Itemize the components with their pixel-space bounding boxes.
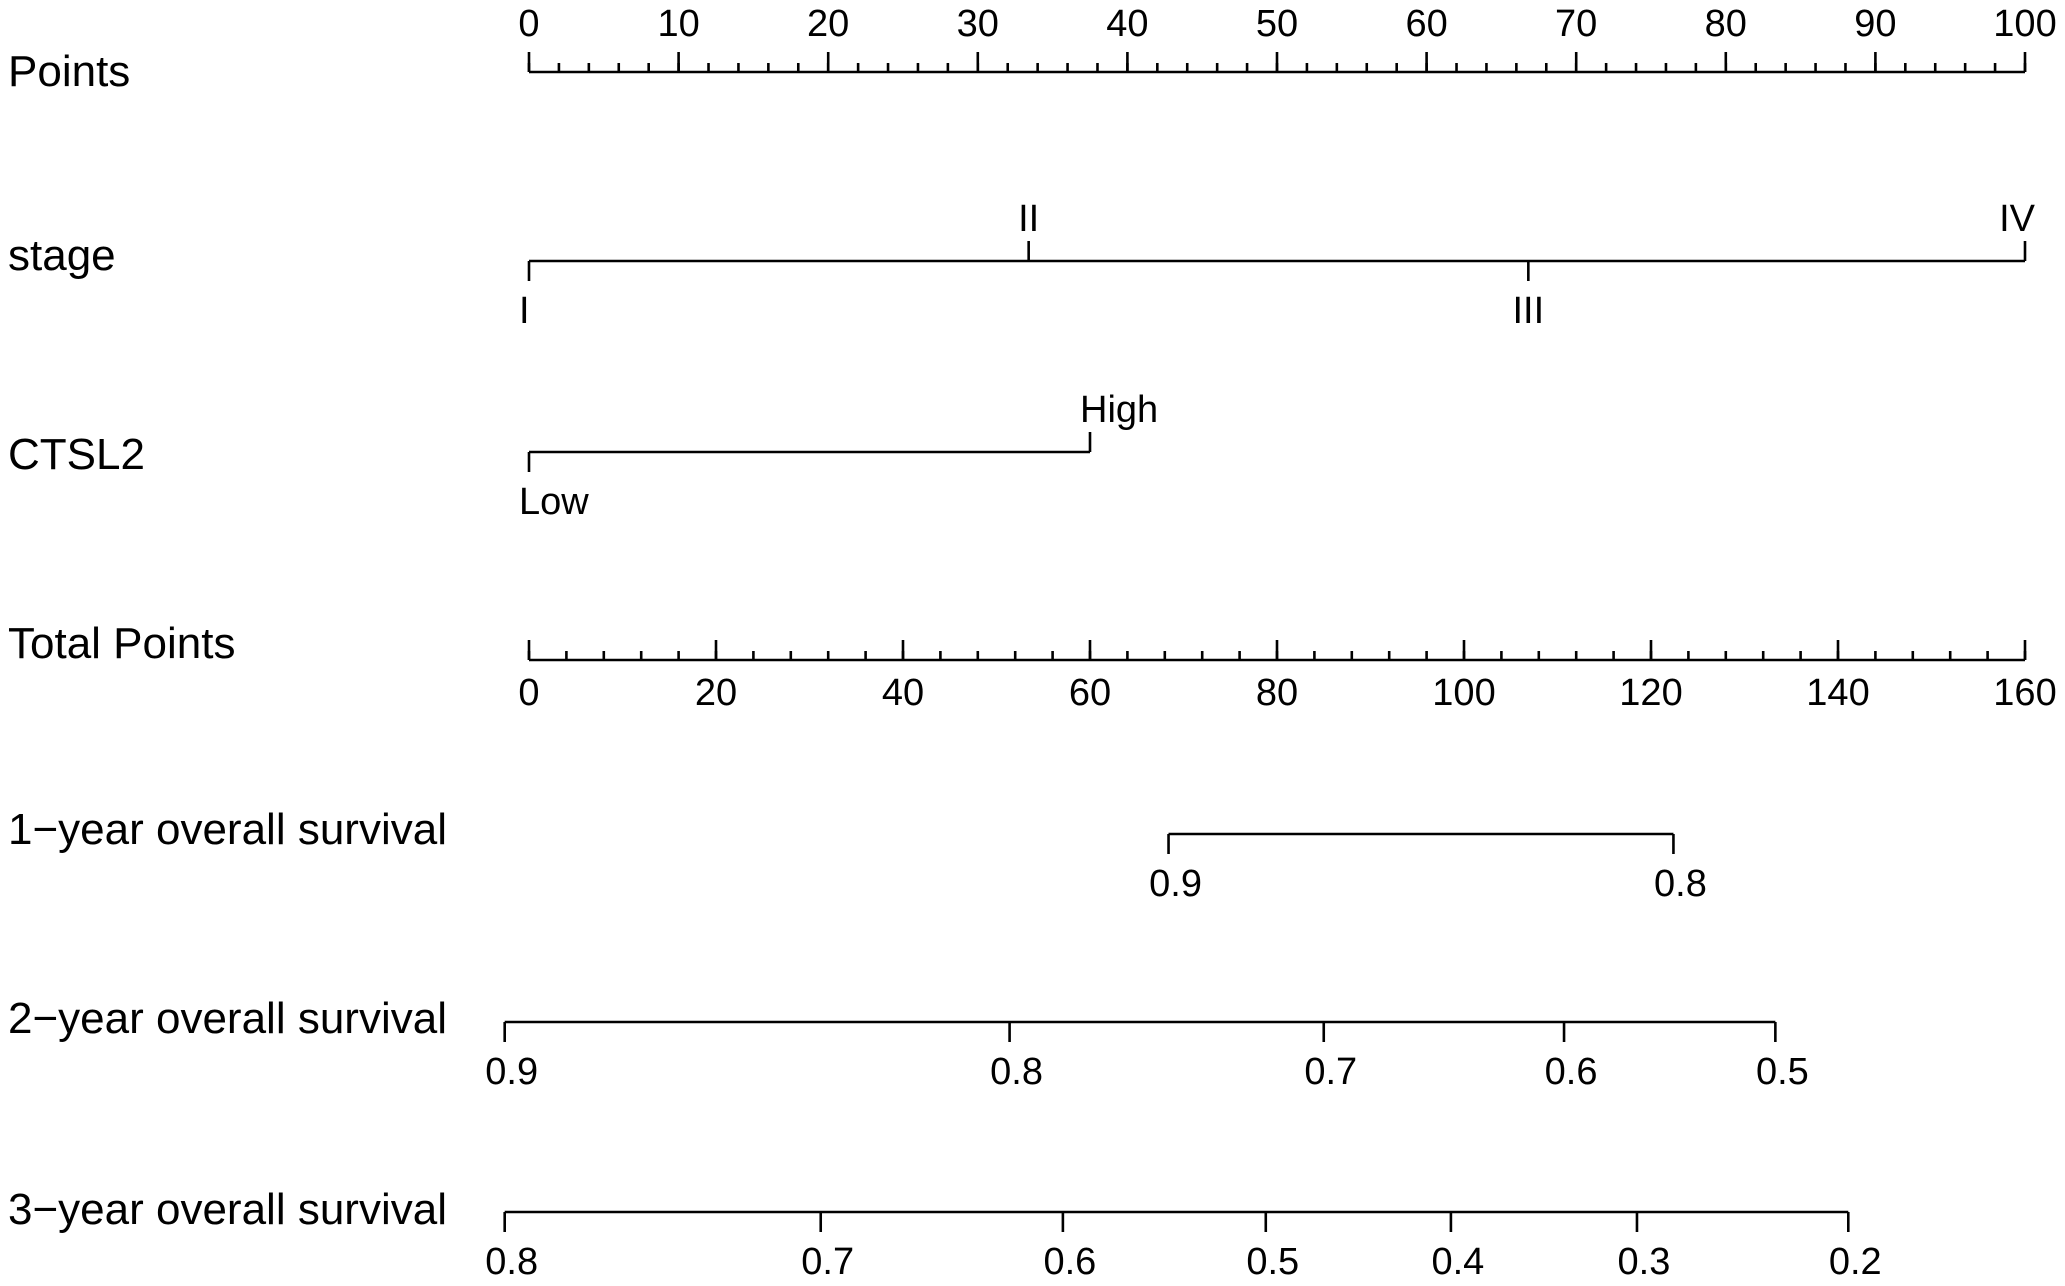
points-tick-label: 70 bbox=[1555, 3, 1597, 45]
3-year-overall-survival-tick-label: 0.7 bbox=[801, 1241, 854, 1283]
total-points-tick-label: 20 bbox=[695, 672, 737, 714]
total-points-tick-label: 140 bbox=[1806, 672, 1869, 714]
total-points-tick-label: 100 bbox=[1432, 672, 1495, 714]
points-tick-label: 10 bbox=[657, 3, 699, 45]
1-year-overall-survival-tick-label: 0.8 bbox=[1654, 863, 1707, 905]
points-tick-label: 20 bbox=[807, 3, 849, 45]
points-tick-label: 60 bbox=[1405, 3, 1447, 45]
row-label-ctsl2: CTSL2 bbox=[8, 430, 145, 479]
row-label-total-points: Total Points bbox=[8, 619, 235, 668]
2-year-overall-survival-tick-label: 0.7 bbox=[1304, 1051, 1357, 1093]
3-year-overall-survival-tick-label: 0.5 bbox=[1246, 1241, 1299, 1283]
2-year-overall-survival-tick-label: 0.5 bbox=[1756, 1051, 1809, 1093]
points-tick-label: 50 bbox=[1256, 3, 1298, 45]
1-year-overall-survival-tick-label: 0.9 bbox=[1149, 863, 1202, 905]
3-year-overall-survival-tick-label: 0.3 bbox=[1618, 1241, 1671, 1283]
row-label-3-year-overall-survival: 3−year overall survival bbox=[8, 1185, 447, 1234]
row-label-stage: stage bbox=[8, 231, 116, 280]
total-points-tick-label: 80 bbox=[1256, 672, 1298, 714]
row-label-points: Points bbox=[8, 47, 130, 96]
ctsl2-category-label: High bbox=[1080, 389, 1158, 431]
stage-category-label: I bbox=[519, 290, 530, 332]
total-points-tick-label: 0 bbox=[518, 672, 539, 714]
2-year-overall-survival-tick-label: 0.8 bbox=[990, 1051, 1043, 1093]
3-year-overall-survival-tick-label: 0.4 bbox=[1431, 1241, 1484, 1283]
3-year-overall-survival-tick-label: 0.2 bbox=[1829, 1241, 1882, 1283]
total-points-tick-label: 40 bbox=[882, 672, 924, 714]
3-year-overall-survival-tick-label: 0.8 bbox=[485, 1241, 538, 1283]
total-points-tick-label: 120 bbox=[1619, 672, 1682, 714]
2-year-overall-survival-tick-label: 0.9 bbox=[485, 1051, 538, 1093]
points-tick-label: 0 bbox=[518, 3, 539, 45]
2-year-overall-survival-tick-label: 0.6 bbox=[1545, 1051, 1598, 1093]
stage-category-label: IV bbox=[1999, 198, 2036, 240]
total-points-tick-label: 60 bbox=[1069, 672, 1111, 714]
stage-category-label: III bbox=[1512, 290, 1544, 332]
ctsl2-category-label: Low bbox=[519, 481, 589, 523]
points-tick-label: 30 bbox=[957, 3, 999, 45]
points-tick-label: 80 bbox=[1705, 3, 1747, 45]
row-label-2-year-overall-survival: 2−year overall survival bbox=[8, 994, 447, 1043]
points-tick-label: 90 bbox=[1854, 3, 1896, 45]
stage-category-label: II bbox=[1018, 198, 1039, 240]
points-tick-label: 100 bbox=[1993, 3, 2056, 45]
3-year-overall-survival-tick-label: 0.6 bbox=[1043, 1241, 1096, 1283]
row-label-1-year-overall-survival: 1−year overall survival bbox=[8, 805, 447, 854]
total-points-tick-label: 160 bbox=[1993, 672, 2056, 714]
points-tick-label: 40 bbox=[1106, 3, 1148, 45]
